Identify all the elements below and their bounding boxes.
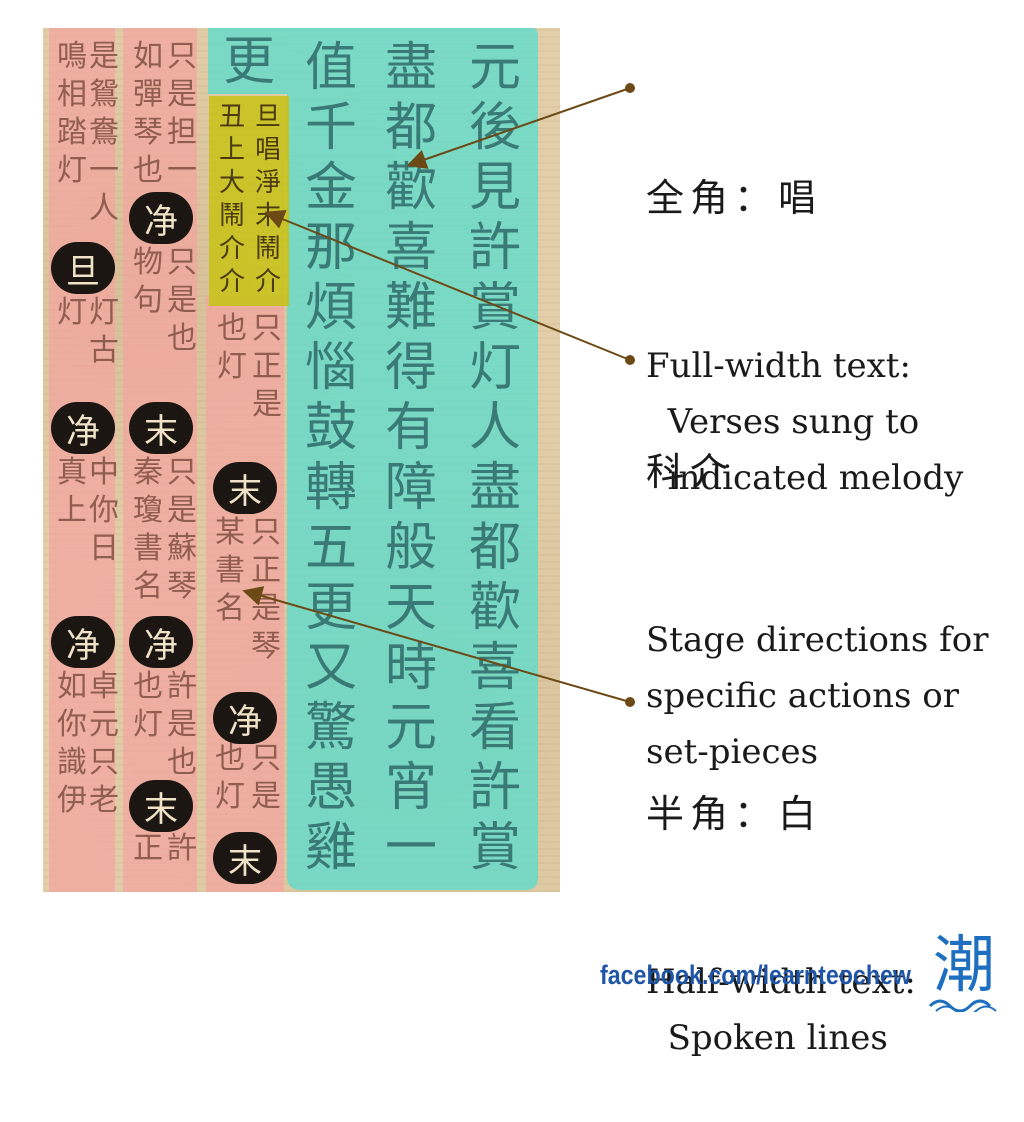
role-marker: 末 <box>213 832 277 884</box>
print-column: 物句 <box>133 245 163 318</box>
print-column: 只是也 <box>167 245 197 356</box>
print-column: 許是也 <box>167 669 197 780</box>
role-marker: 末 <box>129 780 193 832</box>
role-marker: 末 <box>213 462 277 514</box>
sung-arrow-dot <box>625 83 635 93</box>
print-column: 許 <box>167 831 197 866</box>
annotation-heading: 全角：唱 <box>646 176 823 220</box>
footer: facebook.com/learnteochew <box>600 950 962 1000</box>
print-column: 也灯 <box>217 311 247 384</box>
spoken-column-highlight <box>49 28 115 892</box>
stage-direction-arrow-dot <box>625 355 635 365</box>
annotation-spoken: 半角：白 Half-width text: Spoken lines <box>646 674 916 1122</box>
spoken-arrow-dot <box>625 697 635 707</box>
print-column: 丑上大鬧介介 <box>218 102 245 297</box>
print-column: 如彈琴也 <box>133 39 163 188</box>
logo-glyph: 潮 <box>932 928 995 1001</box>
print-column: 盡都歡喜難得有障般天時元宵一 <box>384 38 437 878</box>
role-marker: 净 <box>51 616 115 668</box>
annotation-heading: 半角：白 <box>646 792 823 836</box>
print-column: 也灯 <box>133 669 163 742</box>
print-column: 只是担一 <box>167 39 197 188</box>
print-column: 只正是 <box>252 311 282 422</box>
print-column: 只正是琴 <box>251 515 281 664</box>
role-marker: 净 <box>51 402 115 454</box>
role-marker: 净 <box>213 692 277 744</box>
print-column: 也灯 <box>215 741 245 814</box>
wave-icon <box>928 999 997 1012</box>
annotation-stage-direction: 科介 Stage directions for specific actions… <box>646 332 988 836</box>
facebook-link[interactable]: facebook.com/learnteochew <box>600 959 911 990</box>
annotation-text: Stage directions for specific actions or… <box>646 620 989 772</box>
role-marker: 旦 <box>51 242 115 294</box>
role-marker: 净 <box>129 616 193 668</box>
print-column: 卓元只老 <box>89 669 119 818</box>
print-column: 如你識伊 <box>57 669 87 818</box>
woodblock-print-image: 元後見許賞灯人盡都歡喜看許賞 盡都歡喜難得有障般天時元宵一 值千金那煩惱鼓轉五更… <box>43 28 560 892</box>
role-marker: 净 <box>129 192 193 244</box>
annotation-text: Full-width text: Verses sung to indicate… <box>646 346 964 498</box>
annotation-heading: 科介 <box>646 450 735 494</box>
print-column: 更 <box>222 32 275 92</box>
print-column: 只是蘇琴 <box>167 455 197 604</box>
annotation-sung: 全角：唱 Full-width text: Verses sung to ind… <box>646 58 963 562</box>
print-column: 灯 <box>57 295 87 330</box>
print-column: 只是 <box>251 741 281 814</box>
print-column: 中你日 <box>89 455 119 566</box>
print-column: 是鴛鴦一人 <box>89 39 119 226</box>
print-column: 元後見許賞灯人盡都歡喜看許賞 <box>468 38 521 878</box>
role-marker: 末 <box>129 402 193 454</box>
print-column: 真上 <box>57 455 87 528</box>
print-column: 某書名 <box>215 515 245 626</box>
teochew-logo: 潮 <box>928 928 1000 1012</box>
print-column: 灯古 <box>89 295 119 368</box>
print-column: 秦瓊書名 <box>133 455 163 604</box>
print-column: 正 <box>133 831 163 866</box>
spoken-column-highlight <box>123 28 197 892</box>
print-column: 鳴相踏灯 <box>57 39 87 188</box>
print-column: 值千金那煩惱鼓轉五更又驚愚雞 <box>304 38 357 878</box>
print-column: 旦唱淨末鬧介 <box>254 102 281 297</box>
